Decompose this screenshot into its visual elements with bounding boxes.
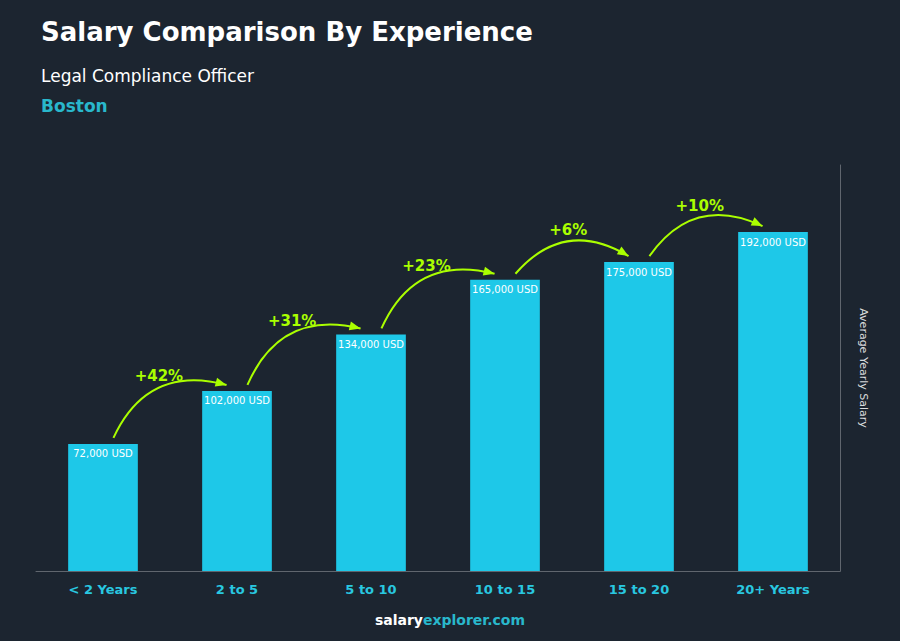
svg-text:Average Yearly Salary: Average Yearly Salary	[857, 308, 870, 428]
svg-text:+6%: +6%	[549, 221, 587, 239]
svg-text:2 to 5: 2 to 5	[216, 582, 258, 597]
svg-text:165,000 USD: 165,000 USD	[472, 284, 538, 295]
svg-text:+23%: +23%	[402, 257, 450, 275]
svg-text:+10%: +10%	[675, 197, 723, 215]
svg-text:72,000 USD: 72,000 USD	[73, 448, 133, 459]
svg-text:+42%: +42%	[135, 367, 183, 385]
svg-text:175,000 USD: 175,000 USD	[606, 267, 672, 278]
svg-text:Boston: Boston	[41, 96, 108, 116]
svg-text:15 to 20: 15 to 20	[609, 582, 669, 597]
svg-text:10 to 15: 10 to 15	[475, 582, 535, 597]
svg-text:salary: salary	[375, 612, 423, 628]
svg-text:< 2 Years: < 2 Years	[69, 582, 138, 597]
svg-text:Salary Comparison By Experienc: Salary Comparison By Experience	[41, 17, 533, 47]
svg-text:134,000 USD: 134,000 USD	[338, 339, 404, 350]
svg-text:5 to 10: 5 to 10	[345, 582, 396, 597]
svg-text:explorer.com: explorer.com	[423, 612, 525, 628]
svg-text:20+ Years: 20+ Years	[736, 582, 810, 597]
svg-text:Legal Compliance Officer: Legal Compliance Officer	[41, 66, 254, 86]
svg-text:192,000 USD: 192,000 USD	[740, 237, 806, 248]
svg-text:102,000 USD: 102,000 USD	[204, 395, 270, 406]
svg-text:+31%: +31%	[268, 312, 316, 330]
